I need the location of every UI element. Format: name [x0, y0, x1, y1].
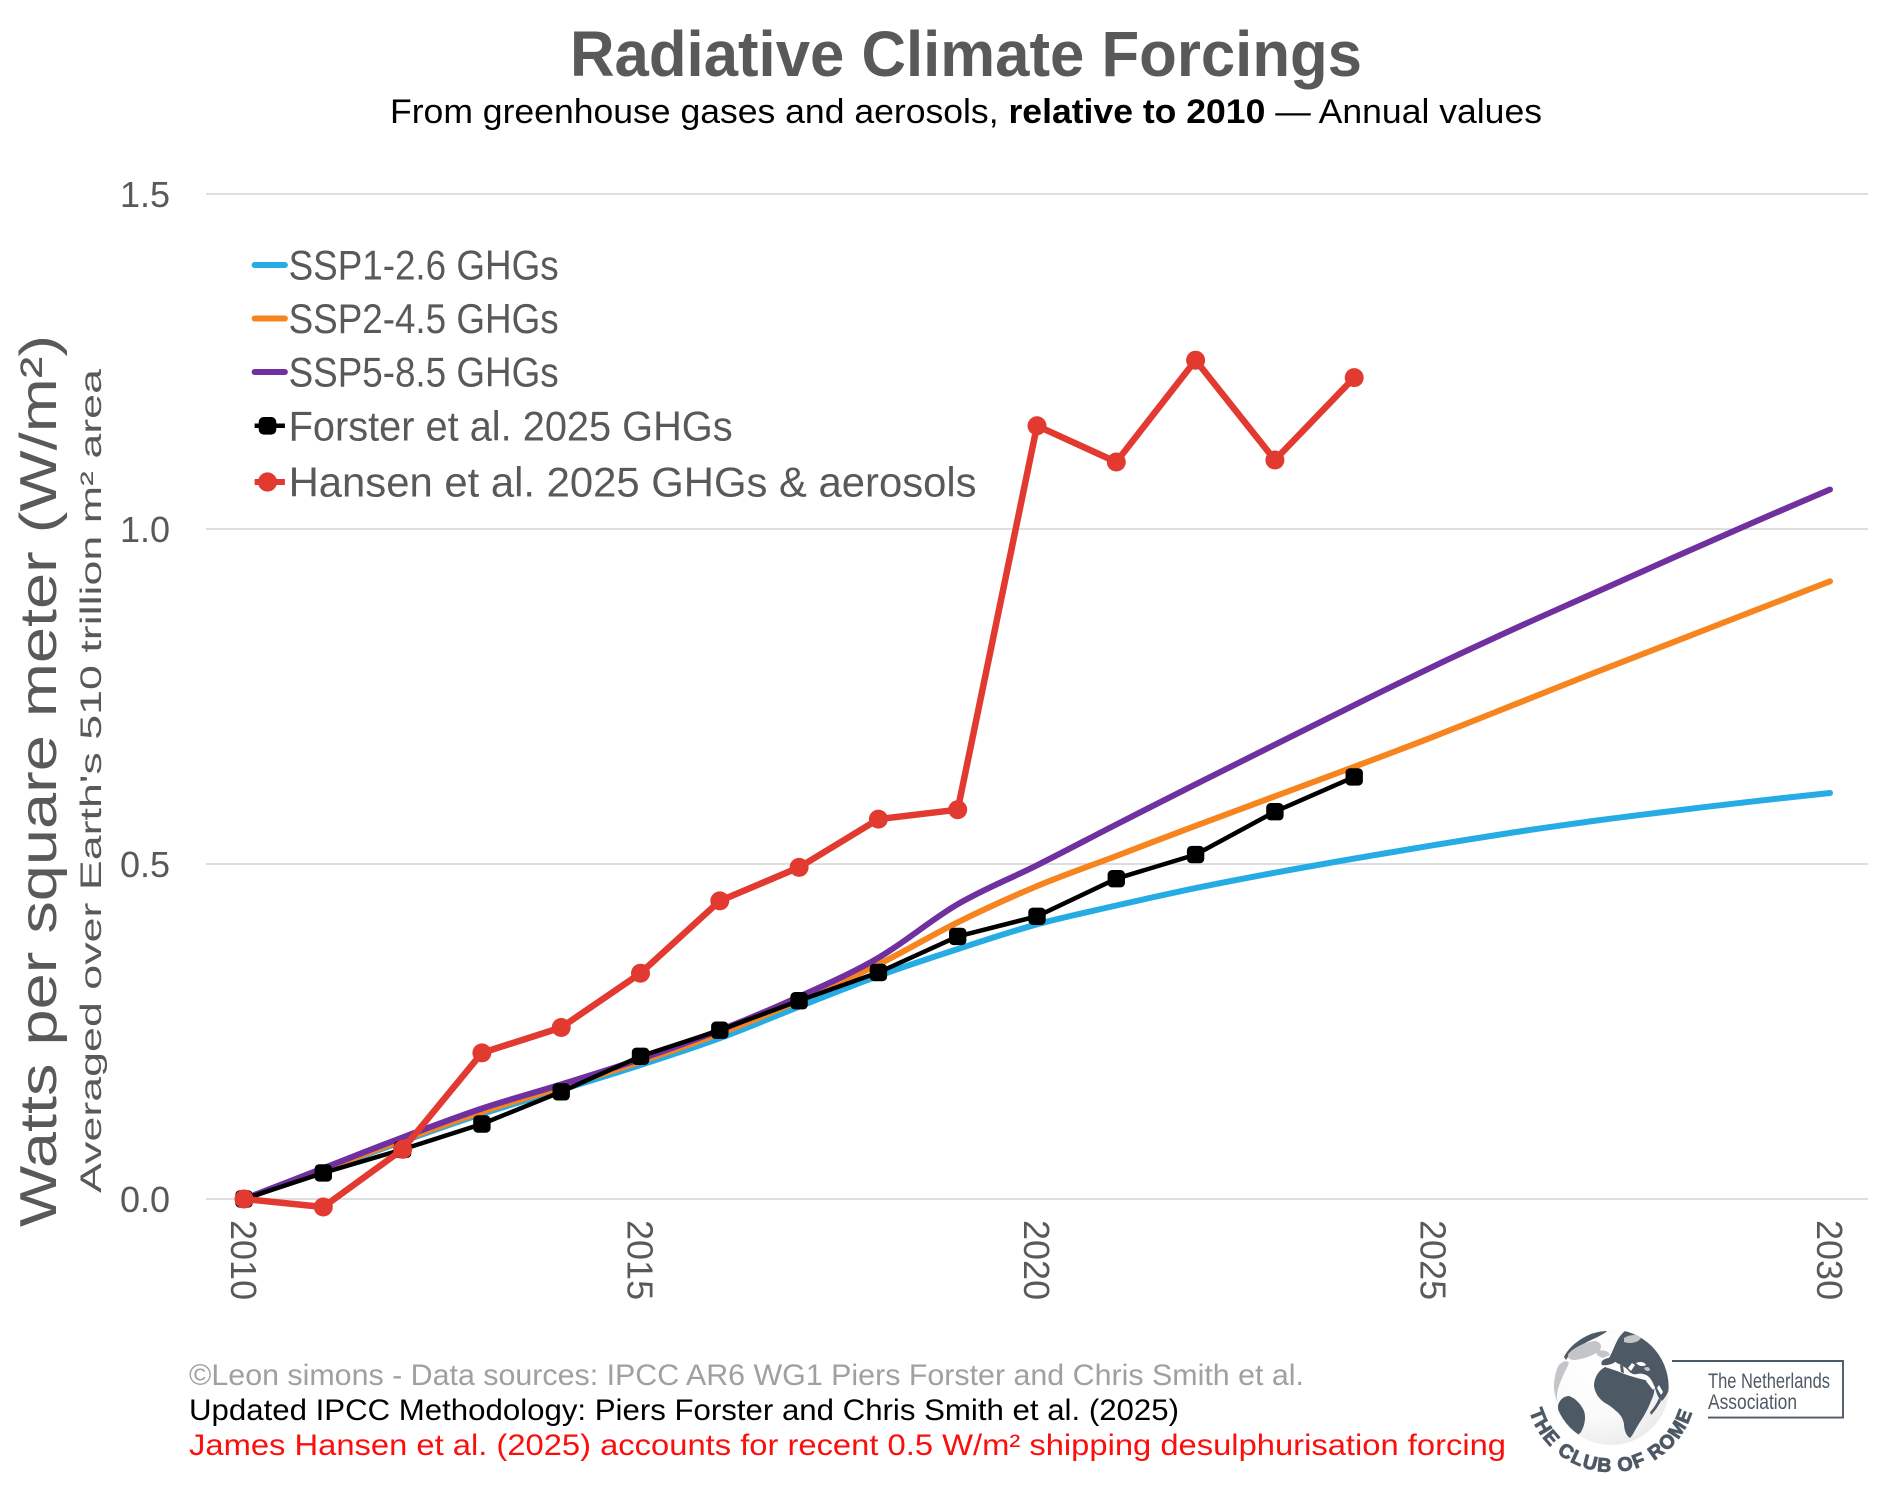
svg-text:Association: Association [1708, 1391, 1797, 1414]
svg-text:SSP5-8.5 GHGs: SSP5-8.5 GHGs [289, 349, 559, 396]
svg-text:Forster et al. 2025 GHGs: Forster et al. 2025 GHGs [289, 402, 733, 449]
svg-text:©Leon simons - Data sources: I: ©Leon simons - Data sources: IPCC AR6 WG… [189, 1359, 1304, 1392]
svg-text:SSP2-4.5 GHGs: SSP2-4.5 GHGs [289, 295, 559, 342]
svg-text:Radiative Climate Forcings: Radiative Climate Forcings [570, 18, 1362, 90]
svg-text:2020: 2020 [1016, 1220, 1057, 1300]
svg-text:2010: 2010 [223, 1220, 264, 1300]
svg-text:SSP1-2.6 GHGs: SSP1-2.6 GHGs [289, 242, 559, 289]
svg-text:1.5: 1.5 [120, 174, 170, 215]
svg-text:Averaged over Earth's 510 tril: Averaged over Earth's 510 trillion m² ar… [75, 369, 108, 1193]
svg-text:James Hansen et al. (2025) acc: James Hansen et al. (2025) accounts for … [189, 1429, 1506, 1462]
svg-text:1.0: 1.0 [120, 509, 170, 550]
svg-text:0.0: 0.0 [120, 1179, 170, 1220]
svg-text:2025: 2025 [1413, 1220, 1454, 1300]
svg-text:0.5: 0.5 [120, 844, 170, 885]
svg-text:Updated IPCC Methodology: Pier: Updated IPCC Methodology: Piers Forster … [189, 1394, 1179, 1427]
svg-text:Watts per square meter (W/m²): Watts per square meter (W/m²) [10, 335, 68, 1227]
svg-text:Hansen et al. 2025 GHGs & aero: Hansen et al. 2025 GHGs & aerosols [289, 459, 977, 506]
svg-text:2030: 2030 [1809, 1220, 1850, 1300]
svg-text:2015: 2015 [620, 1220, 661, 1300]
svg-text:The Netherlands: The Netherlands [1708, 1370, 1830, 1393]
svg-text:From greenhouse gases and aero: From greenhouse gases and aerosols, rela… [390, 93, 1542, 131]
